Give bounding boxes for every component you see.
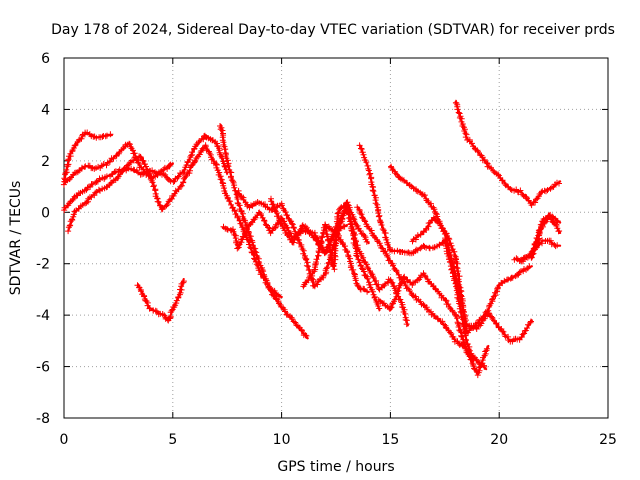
series-arc-20 <box>528 213 563 261</box>
x-axis-label: GPS time / hours <box>277 459 394 475</box>
series-point-markers <box>375 270 490 379</box>
chart-title: Day 178 of 2024, Sidereal Day-to-day VTE… <box>51 22 615 38</box>
x-tick-label: 20 <box>490 432 508 448</box>
series-line <box>358 144 475 363</box>
series-arc-5 <box>134 278 187 324</box>
series-point-markers <box>217 123 310 339</box>
series-arc-6 <box>217 123 310 340</box>
series-arc-12 <box>356 142 476 363</box>
y-tick-label: 0 <box>41 205 50 221</box>
series-arc-17 <box>452 99 562 209</box>
plot-frame <box>63 57 609 419</box>
x-tick-label: 0 <box>60 432 69 448</box>
x-tick-label: 10 <box>273 432 291 448</box>
series-point-markers <box>409 214 533 337</box>
series-line <box>411 216 533 335</box>
series-point-markers <box>528 213 563 261</box>
y-axis-label: SDTVAR / TECUs <box>8 181 24 296</box>
series-point-markers <box>356 142 476 363</box>
y-tick-label: 6 <box>41 51 50 67</box>
y-tick-label: -6 <box>36 360 50 376</box>
series-arc-14 <box>375 270 490 379</box>
axis-ticks: 0 5 10 15 20 25 -8 -6 -4 -2 0 2 4 6 <box>36 51 617 448</box>
y-tick-label: 2 <box>41 154 50 170</box>
y-tick-label: 4 <box>41 102 50 118</box>
y-tick-label: -8 <box>36 411 50 427</box>
data-series <box>60 99 563 379</box>
series-arc-11 <box>322 199 370 273</box>
x-tick-label: 15 <box>381 432 399 448</box>
series-arc-16 <box>409 214 533 337</box>
x-tick-label: 25 <box>599 432 617 448</box>
series-arc-4 <box>65 142 283 300</box>
series-point-markers <box>322 199 370 273</box>
series-point-markers <box>134 278 187 324</box>
series-point-markers <box>452 99 562 209</box>
y-tick-label: -2 <box>36 257 50 273</box>
y-tick-label: -4 <box>36 308 50 324</box>
x-tick-label: 5 <box>168 432 177 448</box>
